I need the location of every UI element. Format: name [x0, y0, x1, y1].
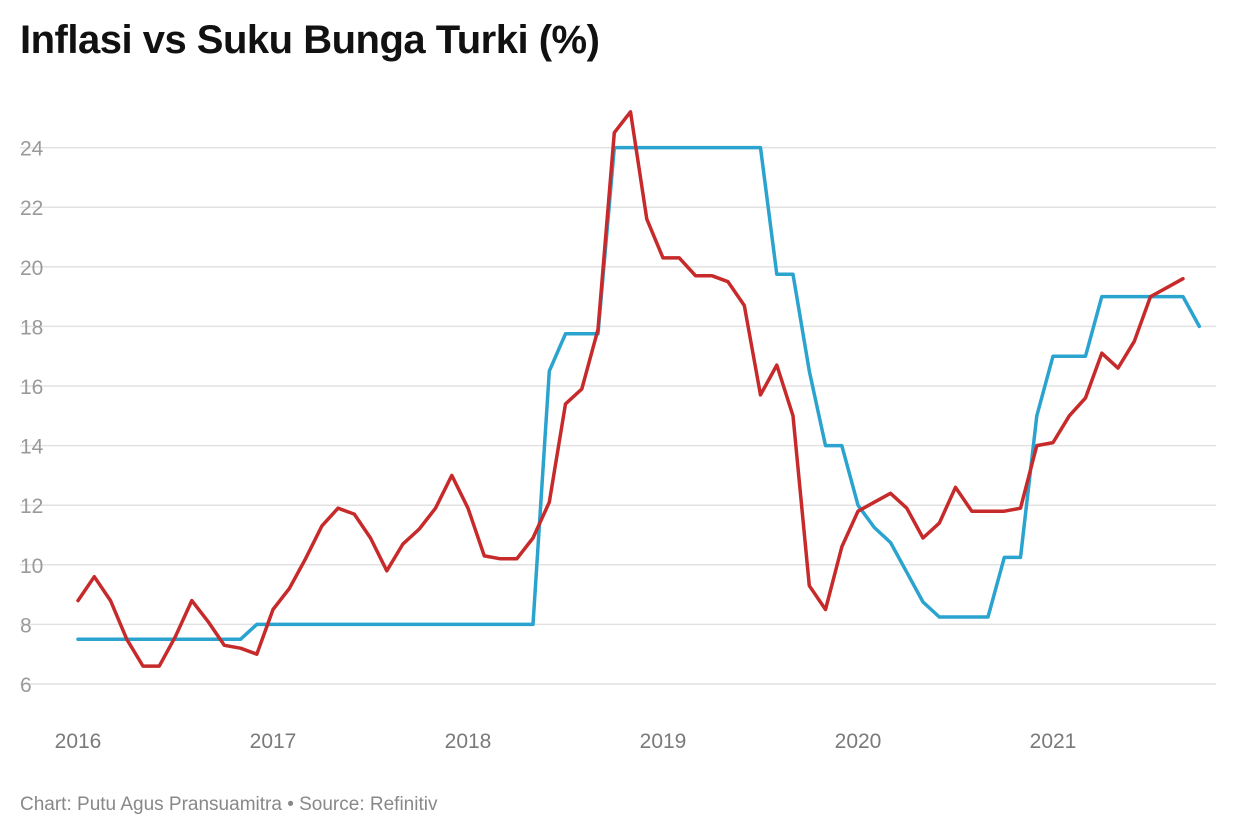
y-tick-label-20: 20	[20, 257, 43, 280]
x-axis-ticks: 2016 2017 2018 2019 2020 2021	[55, 730, 1077, 753]
x-tick-label-2021: 2021	[1030, 730, 1077, 753]
y-tick-label-8: 8	[20, 614, 32, 637]
y-tick-label-10: 10	[20, 555, 43, 578]
series-line-1	[76, 145, 1202, 642]
x-tick-label-2017: 2017	[250, 730, 297, 753]
chart-footer: Chart: Putu Agus Pransuamitra • Source: …	[20, 794, 438, 815]
y-tick-label-16: 16	[20, 376, 43, 399]
x-tick-label-2016: 2016	[55, 730, 102, 753]
series-line-2	[76, 110, 1185, 668]
chart-title: Inflasi vs Suku Bunga Turki (%)	[20, 18, 600, 62]
x-tick-label-2020: 2020	[835, 730, 882, 753]
x-tick-label-2019: 2019	[640, 730, 687, 753]
y-tick-label-6: 6	[20, 674, 32, 697]
y-tick-label-14: 14	[20, 436, 44, 459]
y-tick-label-22: 22	[20, 197, 43, 220]
x-tick-label-2018: 2018	[445, 730, 492, 753]
y-tick-label-12: 12	[20, 495, 43, 518]
y-tick-label-24: 24	[20, 138, 44, 161]
y-axis-ticks: 6 8 10 12 14 16 18 20 22 24	[20, 138, 44, 697]
y-tick-label-18: 18	[20, 316, 43, 339]
series-lines	[76, 110, 1202, 668]
